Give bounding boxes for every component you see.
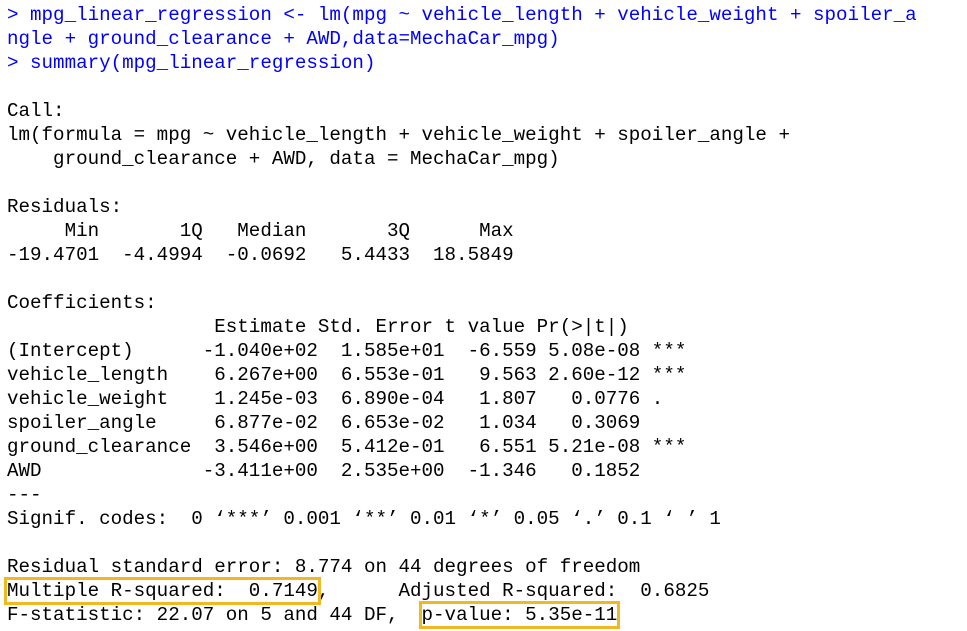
coefficient-row-ground-clearance: ground_clearance 3.546e+00 5.412e-01 6.5… — [7, 436, 687, 458]
coefficients-label: Coefficients: — [7, 292, 157, 314]
blank-line — [7, 75, 965, 99]
multiple-r-squared-highlight: Multiple R-squared: 0.7149 — [4, 577, 321, 605]
coefficient-row-awd: AWD -3.411e+00 2.535e+00 -1.346 0.1852 — [7, 460, 687, 482]
residual-standard-error: Residual standard error: 8.774 on 44 deg… — [7, 556, 641, 578]
r-squared-line: Multiple R-squared: 0.7149, Adjusted R-s… — [4, 577, 965, 605]
call-label: Call: — [7, 100, 65, 122]
residuals-values: -19.4701 -4.4994 -0.0692 5.4433 18.5849 — [7, 244, 526, 266]
command-line-3: > summary(mpg_linear_regression) — [7, 52, 376, 74]
coefficient-row-vehicle-weight: vehicle_weight 1.245e-03 6.890e-04 1.807… — [7, 388, 687, 410]
coefficients-header: Estimate Std. Error t value Pr(>|t|) — [7, 316, 675, 338]
call-line-1: lm(formula = mpg ~ vehicle_length + vehi… — [7, 124, 802, 146]
signif-codes: Signif. codes: 0 ‘***’ 0.001 ‘**’ 0.01 ‘… — [7, 508, 721, 530]
r-console[interactable]: > mpg_linear_regression <- lm(mpg ~ vehi… — [4, 3, 965, 629]
call-line-2: ground_clearance + AWD, data = MechaCar_… — [7, 148, 560, 170]
coefficients-separator: --- — [7, 484, 42, 506]
residuals-label: Residuals: — [7, 196, 123, 218]
blank-line — [7, 267, 965, 291]
coefficient-row-spoiler-angle: spoiler_angle 6.877e-02 6.653e-02 1.034 … — [7, 412, 687, 434]
f-statistic-line: F-statistic: 22.07 on 5 and 44 DF, p-val… — [7, 601, 965, 629]
residuals-header: Min 1Q Median 3Q Max — [7, 220, 526, 242]
blank-line — [7, 531, 965, 555]
coefficient-row-intercept: (Intercept) -1.040e+02 1.585e+01 -6.559 … — [7, 340, 687, 362]
blank-line — [7, 171, 965, 195]
f-statistic: F-statistic: 22.07 on 5 and 44 DF, — [7, 604, 422, 626]
coefficient-row-vehicle-length: vehicle_length 6.267e+00 6.553e-01 9.563… — [7, 364, 687, 386]
p-value-highlight: p-value: 5.35e-11 — [418, 601, 621, 629]
command-line-1: > mpg_linear_regression <- lm(mpg ~ vehi… — [7, 4, 917, 26]
command-line-2: ngle + ground_clearance + AWD,data=Mecha… — [7, 28, 560, 50]
adjusted-r-squared: , Adjusted R-squared: 0.6825 — [317, 580, 721, 602]
